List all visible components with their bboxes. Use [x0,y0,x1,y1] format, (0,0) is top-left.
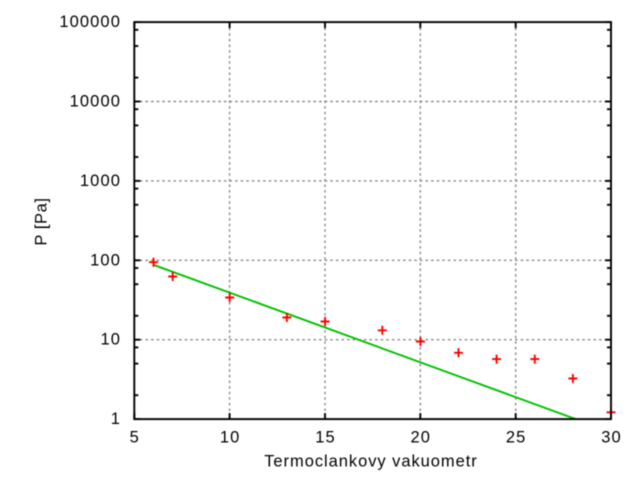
svg-text:P [Pa]: P [Pa] [33,197,51,245]
svg-text:20: 20 [411,429,432,447]
svg-text:25: 25 [506,429,527,447]
svg-text:10: 10 [100,331,121,349]
svg-text:100000: 100000 [59,13,121,31]
svg-text:30: 30 [601,429,622,447]
svg-text:10: 10 [220,429,241,447]
svg-text:5: 5 [130,429,140,447]
svg-text:1: 1 [111,410,121,428]
svg-text:Termoclankovy vakuometr: Termoclankovy vakuometr [264,453,478,471]
svg-text:1000: 1000 [80,172,121,190]
svg-text:100: 100 [90,251,121,269]
svg-text:10000: 10000 [70,93,121,111]
svg-text:15: 15 [315,429,336,447]
